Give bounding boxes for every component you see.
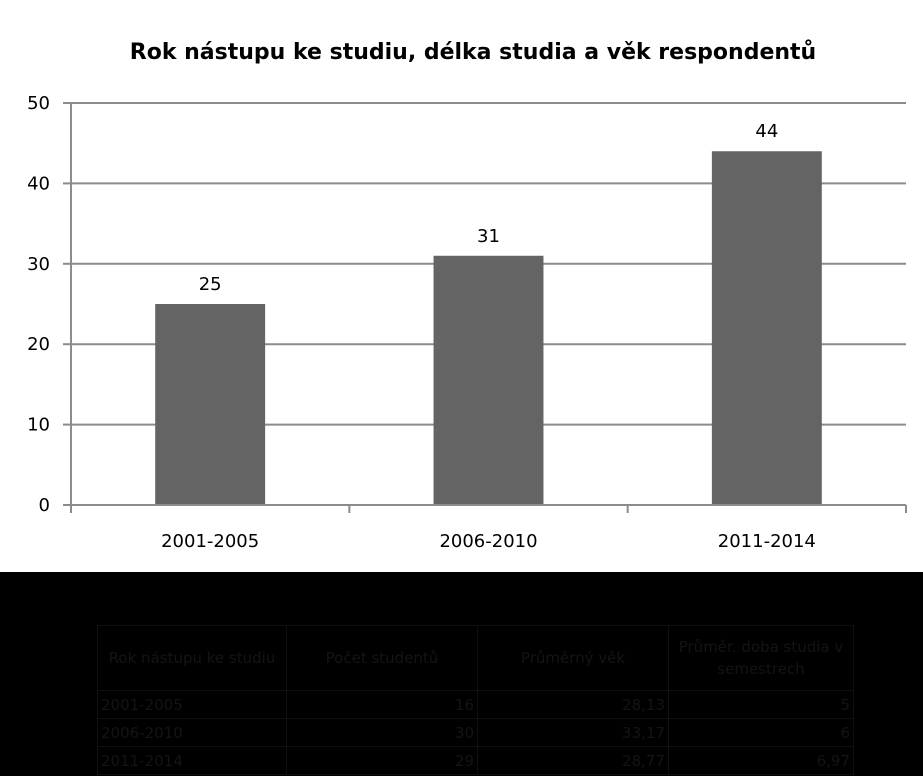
y-tick-label: 30 [27,254,50,275]
table-header-cell: Rok nástupu ke studiu [97,625,287,691]
bars [155,151,822,506]
data-label: 31 [477,226,500,247]
table-row: 2006-2010 30 33,17 6 [97,718,854,747]
table-row: 2001-2005 16 28,13 5 [97,690,854,719]
table-cell: 6 [668,718,854,747]
axes [63,102,907,513]
table-cell: 28,13 [477,690,669,719]
data-label: 25 [199,274,222,295]
labels: 0 10 20 30 40 50 25 2001-2005 31 2006-2010 44 2011-… [27,93,816,552]
chart-title: Rok nástupu ke studiu, délka studia a vě… [130,40,816,65]
x-tick-label: 2006-2010 [439,531,537,552]
y-tick-label: 10 [27,415,50,436]
table-header-row: Rok nástupu ke studiu Počet studentů Prů… [97,625,854,691]
bar-chart: Rok nástupu ke studiu, délka studia a vě… [27,40,907,552]
data-label: 44 [755,121,778,142]
table-panel: Rok nástupu ke studiu Počet studentů Prů… [0,572,923,776]
bar [155,304,266,505]
table-cell: 28,77 [477,746,669,775]
y-tick-label: 50 [27,93,50,114]
table-cell: 2006-2010 [97,718,287,747]
table-cell: 30 [286,718,478,747]
table-cell: 5 [668,690,854,719]
y-tick-label: 20 [27,334,50,355]
table-cell: 2001-2005 [97,690,287,719]
table-cell: 2011-2014 [97,746,287,775]
bar [711,151,822,506]
bar [433,255,544,505]
table-row: 2011-2014 29 28,77 6,97 [97,746,854,775]
table-cell: 16 [286,690,478,719]
table-cell: 33,17 [477,718,669,747]
table-cell: 29 [286,746,478,775]
chart-canvas: Rok nástupu ke studiu, délka studia a vě… [27,40,907,552]
table-header-cell: Průměrný věk [477,625,669,691]
table-header-cell: Průměr. doba studia v semestrech [668,625,854,691]
y-tick-label: 40 [27,173,50,194]
x-tick-label: 2011-2014 [718,531,816,552]
table-header-cell: Počet studentů [286,625,478,691]
x-tick-label: 2001-2005 [161,531,259,552]
data-table: Rok nástupu ke studiu Počet studentů Prů… [97,625,854,775]
y-tick-label: 0 [39,495,50,516]
table-cell: 6,97 [668,746,854,775]
